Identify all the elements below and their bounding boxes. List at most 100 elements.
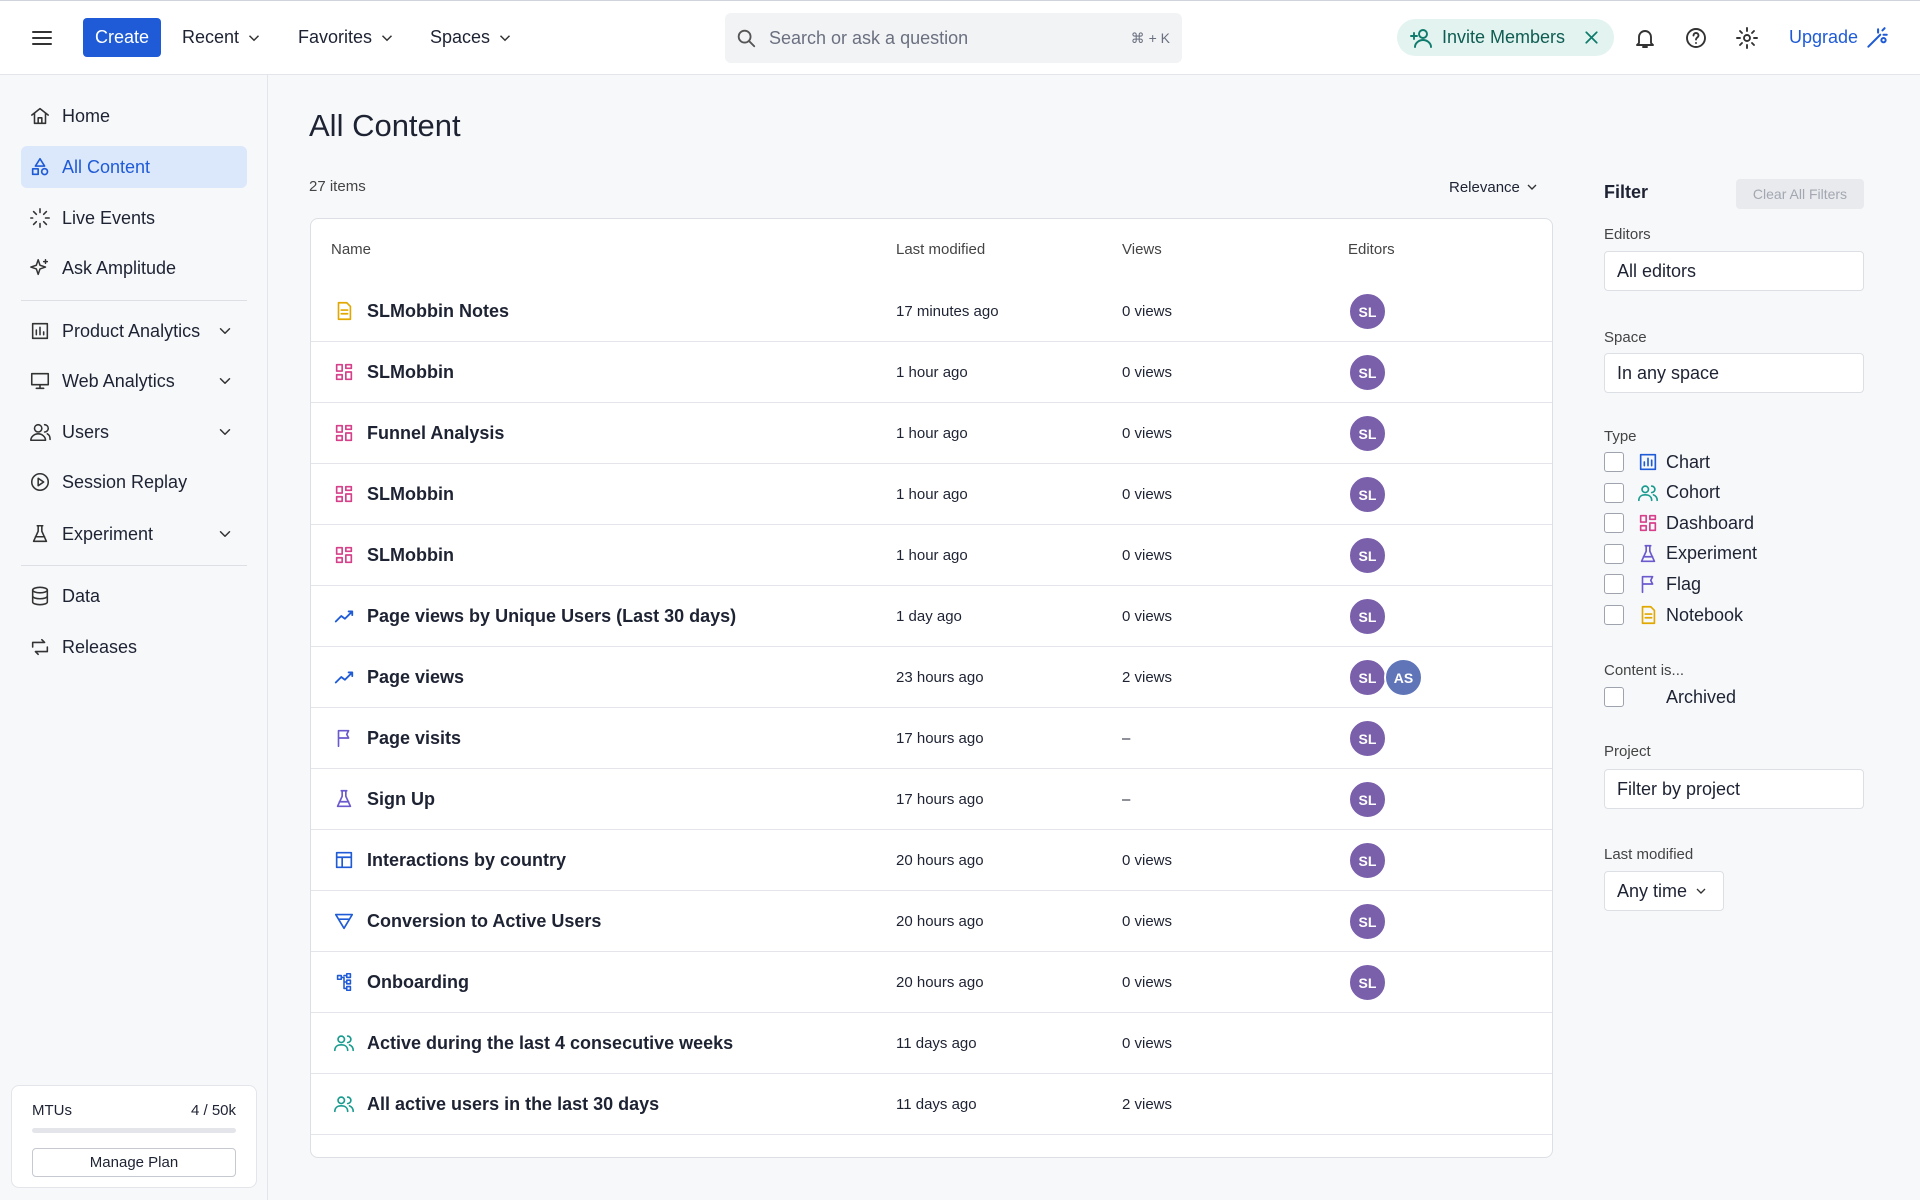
icon-shape [1880,37,1887,44]
type-label: Chart [1666,451,1711,472]
table-row[interactable]: Interactions by country 20 hours ago 0 vie… [311,830,1552,891]
menu-dropdown[interactable]: Favorites [298,21,396,54]
checkbox[interactable] [1604,482,1624,503]
nav-item[interactable]: Home [21,95,247,137]
checkbox[interactable] [1604,574,1624,595]
nav-item[interactable]: Experiment [21,513,247,555]
item-name: SLMobbin [367,545,454,565]
table-row[interactable]: Page views by Unique Users (Last 30 days… [311,586,1552,647]
top-bar: Create Recent Favorites Spaces Search or ask… [0,0,1920,75]
editor-avatar: SL [1348,414,1387,453]
upgrade-link[interactable]: Upgrade [1789,27,1859,47]
table-row[interactable]: SLMobbin 1 hour ago 0 views SL [311,342,1552,403]
nav-label: All Content [62,156,151,177]
clear-filters-button[interactable]: Clear All Filters [1736,179,1864,209]
sort-dropdown[interactable]: Relevance [1449,176,1540,198]
table-row[interactable]: Funnel Analysis 1 hour ago 0 views SL [311,403,1552,464]
search-icon [735,27,757,49]
icon [1640,544,1656,562]
icon [1638,484,1658,501]
checkbox[interactable] [1604,452,1624,472]
search-box[interactable]: Search or ask a question ⌘ + K [725,13,1182,63]
column-header: Views [1122,241,1162,258]
nav-item[interactable]: Live Events [21,197,247,239]
menu-label: Favorites [298,27,373,47]
icon-shape [1585,31,1598,44]
table-row[interactable]: Conversion to Active Users 20 hours ago 0 … [311,891,1552,952]
icon [337,729,350,748]
table-row[interactable]: SLMobbin 1 hour ago 0 views SL [311,464,1552,525]
icon [32,31,52,45]
icon-shape [1692,32,1700,44]
manage-plan-button[interactable]: Manage Plan [32,1148,236,1177]
filter-label: Type [1604,428,1637,445]
filter-input[interactable]: All editors [1604,251,1864,291]
nav-icon [29,207,51,229]
item-name: Interactions by country [367,850,567,870]
checkbox[interactable] [1604,543,1624,564]
nav-item[interactable]: Session Replay [21,461,247,503]
chevron [216,372,234,390]
icon [335,851,353,869]
icon [1585,31,1598,44]
content-table: Name Last modified Views Editors SLMobbin No… [310,218,1553,1158]
table-row[interactable]: SLMobbin 1 hour ago 0 views SL [311,525,1552,586]
icon-shape [30,259,49,276]
table-row[interactable]: Sign Up 17 hours ago – SL [311,769,1552,830]
filter-input[interactable]: Filter by project [1604,769,1864,809]
table-row[interactable]: Page views 23 hours ago 2 views SL AS [311,647,1552,708]
help-icon[interactable] [1684,26,1708,50]
icon-shape [1641,605,1656,625]
menu-dropdown[interactable]: Spaces [430,21,514,54]
checkbox[interactable] [1604,605,1624,625]
invite-pill[interactable]: Invite Members [1397,19,1614,56]
icon [1639,515,1657,532]
nav-item[interactable]: Data [21,575,247,617]
modified-dropdown[interactable]: Any time [1604,871,1724,911]
editor-avatar: SL [1348,292,1387,331]
icon-shape [335,851,353,869]
icon-shape [382,34,393,41]
filter-input[interactable]: In any space [1604,353,1864,393]
item-icon [333,910,355,932]
checkbox[interactable] [1604,513,1624,534]
icon-shape [1867,27,1888,48]
nav-item[interactable]: Releases [21,626,247,668]
table-row[interactable]: All active users in the last 30 days 11 d… [311,1074,1552,1135]
menu-icon[interactable] [30,26,54,50]
create-button[interactable]: Create [83,18,161,57]
table-row[interactable]: Onboarding 20 hours ago 0 views SL [311,952,1552,1013]
nav-item[interactable]: All Content [21,146,247,188]
page-title: All Content [309,108,461,143]
editor-avatar: SL [1348,597,1387,636]
menu-dropdown[interactable]: Recent [182,21,263,54]
usage-bar [32,1128,236,1133]
table-row[interactable]: Page visits 17 hours ago – SL [311,708,1552,769]
nav-item[interactable]: Ask Amplitude [21,247,247,289]
icon [1867,27,1888,48]
type-icon [1637,512,1659,534]
item-name: Funnel Analysis [367,423,505,443]
nav-label: Ask Amplitude [62,257,177,278]
item-icon [333,1032,355,1054]
icon-shape [337,729,350,748]
nav-label: Live Events [62,207,156,228]
table-row[interactable]: SLMobbin Notes 17 minutes ago 0 views SL [311,281,1552,342]
close-icon[interactable] [1581,27,1602,48]
upgrade-icon [1864,25,1890,51]
icon-shape [334,671,354,684]
filter-label: Last modified [1604,846,1694,863]
bell-icon[interactable] [1633,26,1657,50]
nav-item[interactable]: Users [21,411,247,453]
table-row[interactable]: Active during the last 4 consecutive wee… [311,1013,1552,1074]
nav-item[interactable]: Web Analytics [21,360,247,402]
view-count: 0 views [1122,1035,1173,1052]
icon-shape [1418,29,1428,39]
icon-shape [1641,576,1654,594]
nav-icon [29,105,51,127]
checkbox[interactable] [1604,687,1624,707]
nav-item[interactable]: Product Analytics [21,310,247,352]
settings-icon[interactable] [1735,26,1759,50]
icon-shape [1743,34,1751,42]
